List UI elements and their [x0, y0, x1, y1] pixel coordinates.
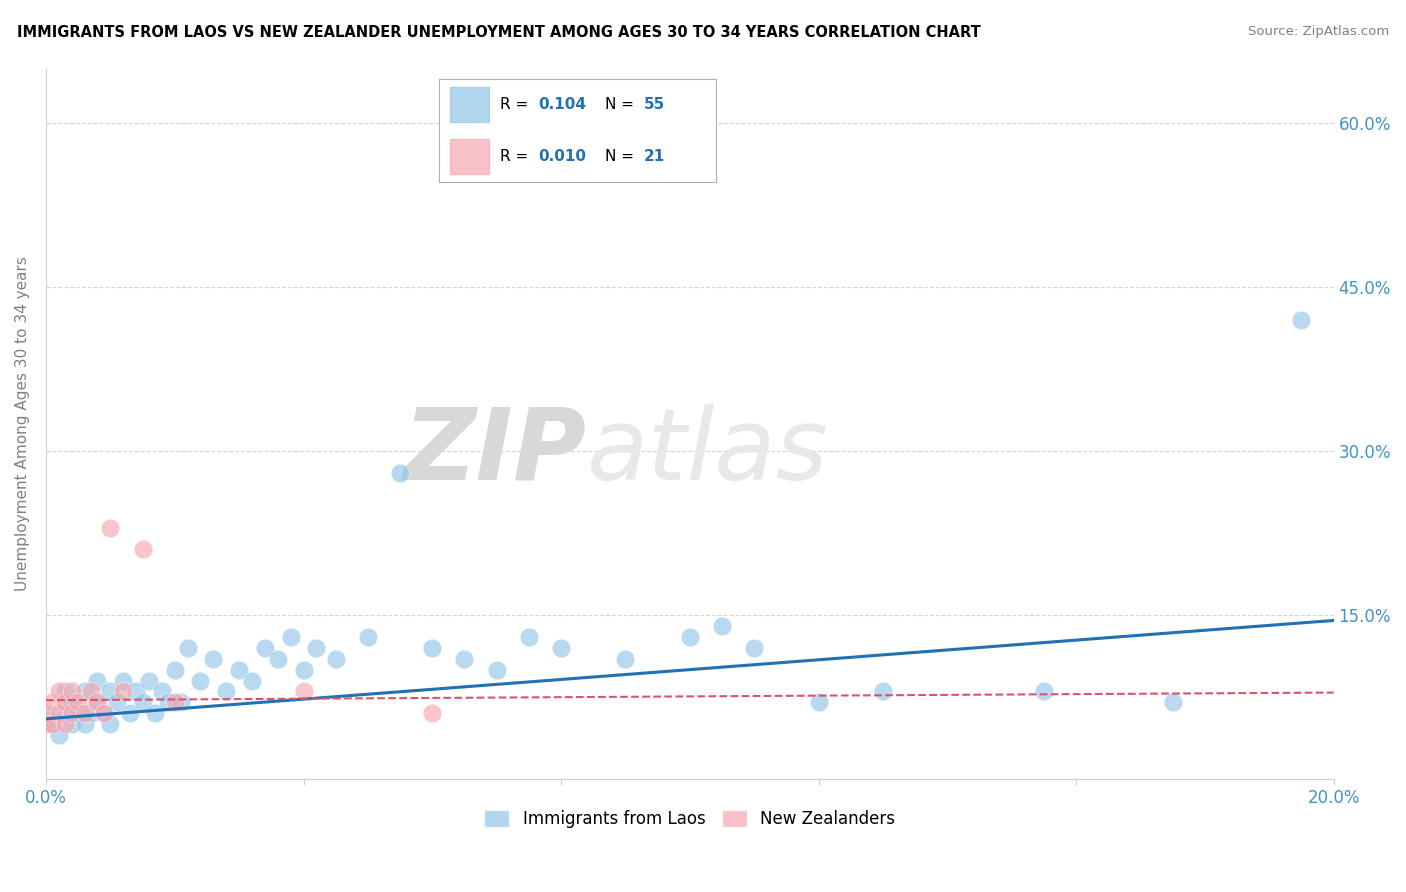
Point [131, 695, 153, 709]
Point [163, 695, 186, 709]
Y-axis label: Unemployment Among Ages 30 to 34 years: Unemployment Among Ages 30 to 34 years [15, 256, 30, 591]
Point [53, 684, 76, 698]
Point [35, 717, 58, 731]
Point [93, 706, 115, 721]
Point [73, 717, 96, 731]
Point [292, 663, 315, 677]
Point [420, 706, 443, 721]
Point [48, 706, 70, 721]
Point [145, 706, 167, 721]
Text: Source: ZipAtlas.com: Source: ZipAtlas.com [1249, 25, 1389, 38]
Point [517, 630, 540, 644]
Point [73, 706, 96, 721]
Point [60, 706, 83, 721]
Point [357, 630, 380, 644]
Point [389, 466, 412, 480]
Point [453, 651, 475, 665]
Point [163, 663, 186, 677]
Point [86, 695, 108, 709]
Text: IMMIGRANTS FROM LAOS VS NEW ZEALANDER UNEMPLOYMENT AMONG AGES 30 TO 34 YEARS COR: IMMIGRANTS FROM LAOS VS NEW ZEALANDER UN… [17, 25, 980, 40]
Point [118, 706, 141, 721]
Point [41, 717, 63, 731]
Point [485, 663, 508, 677]
Point [807, 695, 830, 709]
Point [267, 651, 290, 665]
Point [138, 673, 160, 688]
Point [80, 706, 103, 721]
Point [305, 640, 328, 655]
Point [86, 673, 108, 688]
Point [98, 520, 121, 534]
Text: ZIP: ZIP [404, 404, 586, 500]
Point [550, 640, 572, 655]
Point [105, 695, 128, 709]
Point [53, 706, 76, 721]
Point [872, 684, 894, 698]
Point [253, 640, 276, 655]
Point [60, 684, 83, 698]
Point [157, 695, 180, 709]
Point [67, 706, 90, 721]
Point [98, 717, 121, 731]
Point [420, 640, 443, 655]
Point [202, 651, 225, 665]
Point [125, 684, 148, 698]
Point [35, 706, 58, 721]
Point [679, 630, 702, 644]
Point [35, 706, 58, 721]
Point [170, 695, 193, 709]
Legend: Immigrants from Laos, New Zealanders: Immigrants from Laos, New Zealanders [478, 803, 903, 835]
Point [53, 717, 76, 731]
Point [1161, 695, 1184, 709]
Text: atlas: atlas [586, 404, 828, 500]
Point [93, 706, 115, 721]
Point [98, 684, 121, 698]
Point [112, 673, 135, 688]
Point [41, 717, 63, 731]
Point [711, 619, 734, 633]
Point [73, 684, 96, 698]
Point [60, 695, 83, 709]
Point [1032, 684, 1054, 698]
Point [80, 684, 103, 698]
Point [240, 673, 263, 688]
Point [176, 640, 198, 655]
Point [215, 684, 238, 698]
Point [60, 717, 83, 731]
Point [742, 640, 765, 655]
Point [41, 695, 63, 709]
Point [48, 728, 70, 742]
Point [48, 684, 70, 698]
Point [131, 542, 153, 557]
Point [614, 651, 637, 665]
Point [190, 673, 212, 688]
Point [228, 663, 250, 677]
Point [53, 695, 76, 709]
Point [280, 630, 302, 644]
Point [1291, 313, 1313, 327]
Point [150, 684, 173, 698]
Point [67, 695, 90, 709]
Point [325, 651, 347, 665]
Point [112, 684, 135, 698]
Point [86, 695, 108, 709]
Point [292, 684, 315, 698]
